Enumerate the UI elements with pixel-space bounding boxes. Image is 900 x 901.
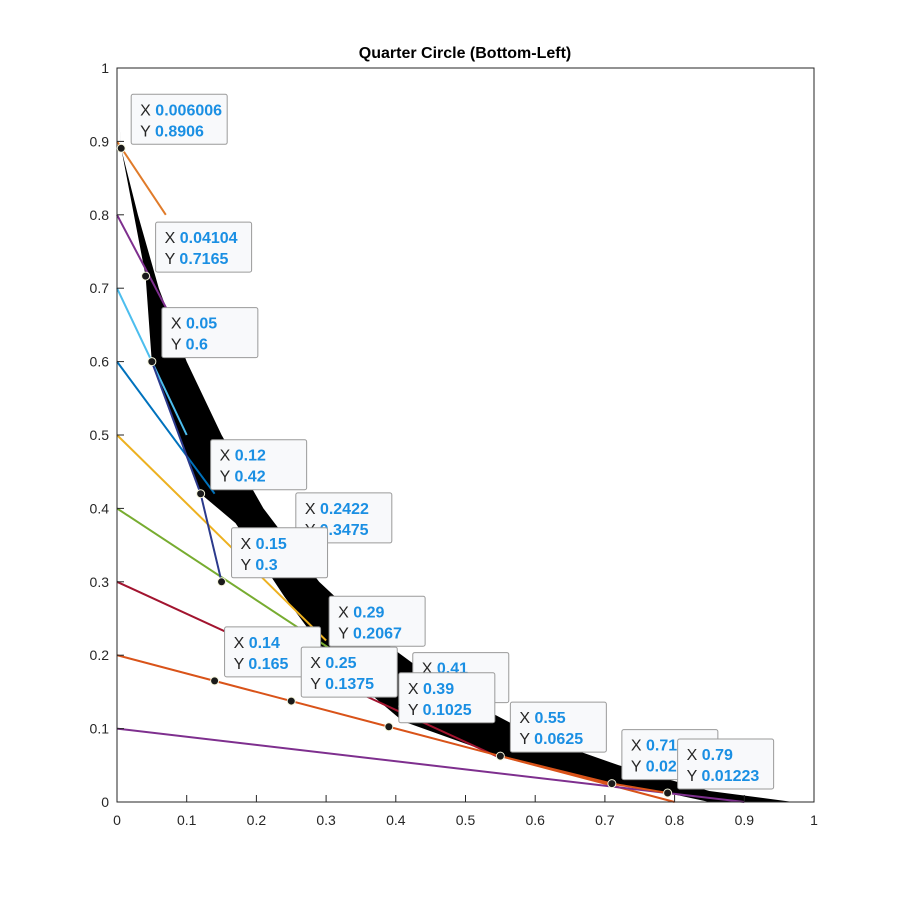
datatip-box <box>677 738 775 790</box>
datatip[interactable]: X 0.006006 Y 0.8906 <box>116 93 228 153</box>
datatip-box <box>130 93 228 145</box>
datatip[interactable]: X 0.12 Y 0.42 <box>196 439 308 499</box>
datatip-point <box>141 271 151 281</box>
datatip-y-line: Y 0.165 <box>234 656 289 673</box>
datatip-y-line: Y 0.1025 <box>408 702 472 719</box>
x-tick-label: 0.1 <box>177 812 197 828</box>
x-tick-label: 0.3 <box>316 812 336 828</box>
datatip-y-line: Y 0.0625 <box>519 731 583 748</box>
datatip[interactable]: X 0.05 Y 0.6 <box>147 307 259 367</box>
datatip-point <box>495 751 505 761</box>
y-tick-label: 0.3 <box>90 574 110 590</box>
x-tick-label: 0.6 <box>525 812 545 828</box>
datatip-y-line: Y 0.3 <box>241 557 278 574</box>
datatip-y-line: Y 0.8906 <box>140 123 204 140</box>
datatip-box <box>300 646 398 698</box>
series-line-9 <box>116 727 745 803</box>
datatip-y-line: Y 0.7165 <box>165 251 229 268</box>
series-line-5 <box>116 434 327 642</box>
y-tick-label: 0.6 <box>90 354 110 370</box>
x-tick-label: 0.5 <box>456 812 476 828</box>
datatip-point <box>116 143 126 153</box>
datatip-x-line: X 0.04104 <box>165 230 238 247</box>
y-tick-label: 0 <box>101 794 109 810</box>
datatip-x-line: X 0.15 <box>241 536 287 553</box>
x-tick-label: 0.9 <box>735 812 755 828</box>
datatip[interactable]: X 0.39 Y 0.1025 <box>384 672 496 732</box>
x-tick-label: 0.4 <box>386 812 406 828</box>
datatip[interactable]: X 0.55 Y 0.0625 <box>495 701 607 761</box>
y-tick-label: 0.8 <box>90 207 110 223</box>
datatip-box <box>161 307 259 359</box>
x-tick-label: 0 <box>113 812 121 828</box>
y-tick-label: 0.4 <box>90 500 110 516</box>
datatip[interactable]: X 0.04104 Y 0.7165 <box>141 221 253 281</box>
datatip-box <box>398 672 496 724</box>
datatip-box <box>231 527 329 579</box>
datatip-point <box>147 357 157 367</box>
datatip-point <box>286 696 296 706</box>
datatip-x-line: X 0.79 <box>687 747 733 764</box>
datatip[interactable]: X 0.25 Y 0.1375 <box>286 646 398 706</box>
datatip-box <box>210 439 308 491</box>
datatip-point <box>217 577 227 587</box>
datatip-point <box>196 489 206 499</box>
y-tick-label: 1 <box>101 60 109 76</box>
y-tick-label: 0.9 <box>90 133 110 149</box>
datatip-point <box>384 722 394 732</box>
datatip-x-line: X 0.14 <box>234 635 280 652</box>
datatip-y-line: Y 0.025 <box>631 759 686 776</box>
datatip-x-line: X 0.39 <box>408 681 454 698</box>
datatip-y-line: Y 0.42 <box>220 469 266 486</box>
datatip-y-line: Y 0.6 <box>171 337 208 354</box>
axis-ticks: 0 0.1 0.2 0.3 0.4 0.5 0.6 0.7 0.8 0.9 1 0 0.1 0.2 0.3 0… <box>90 60 819 828</box>
y-tick-label: 0.2 <box>90 647 110 663</box>
x-tick-label: 0.7 <box>595 812 615 828</box>
x-tick-label: 1 <box>810 812 818 828</box>
datatip-x-line: X 0.2422 <box>305 501 369 518</box>
datatip-y-line: Y 0.01223 <box>687 768 760 785</box>
datatip-point <box>607 779 617 789</box>
datatip-point <box>210 676 220 686</box>
datatip[interactable]: X 0.29 Y 0.2067 <box>314 595 426 655</box>
datatip-point <box>663 788 673 798</box>
datatip-x-line: X 0.12 <box>220 448 266 465</box>
datatip-x-line: X 0.006006 <box>140 102 222 119</box>
datatip-x-line: X 0.25 <box>310 655 356 672</box>
series-line-4 <box>116 361 216 495</box>
datatip-box <box>328 595 426 647</box>
x-tick-label: 0.2 <box>247 812 267 828</box>
datatip-x-line: X 0.71 <box>631 738 677 755</box>
y-tick-label: 0.7 <box>90 280 110 296</box>
datatip[interactable]: X 0.79 Y 0.01223 <box>663 738 775 798</box>
x-tick-label: 0.8 <box>665 812 685 828</box>
y-tick-label: 0.5 <box>90 427 110 443</box>
datatip[interactable]: X 0.15 Y 0.3 <box>217 527 329 587</box>
datatip-y-line: Y 0.1375 <box>310 676 374 693</box>
series-line-1 <box>116 140 167 216</box>
datatip-box <box>155 221 253 273</box>
datatip-x-line: X 0.55 <box>519 710 565 727</box>
datatip-y-line: Y 0.2067 <box>338 625 402 642</box>
datatip[interactable]: X 0.14 Y 0.165 <box>210 626 322 686</box>
series-line-8 <box>116 654 675 803</box>
datatip-x-line: X 0.29 <box>338 604 384 621</box>
datatip-box <box>509 701 607 753</box>
datatip-x-line: X 0.05 <box>171 316 217 333</box>
chart-title: Quarter Circle (Bottom-Left) <box>359 45 571 62</box>
y-tick-label: 0.1 <box>90 721 110 737</box>
